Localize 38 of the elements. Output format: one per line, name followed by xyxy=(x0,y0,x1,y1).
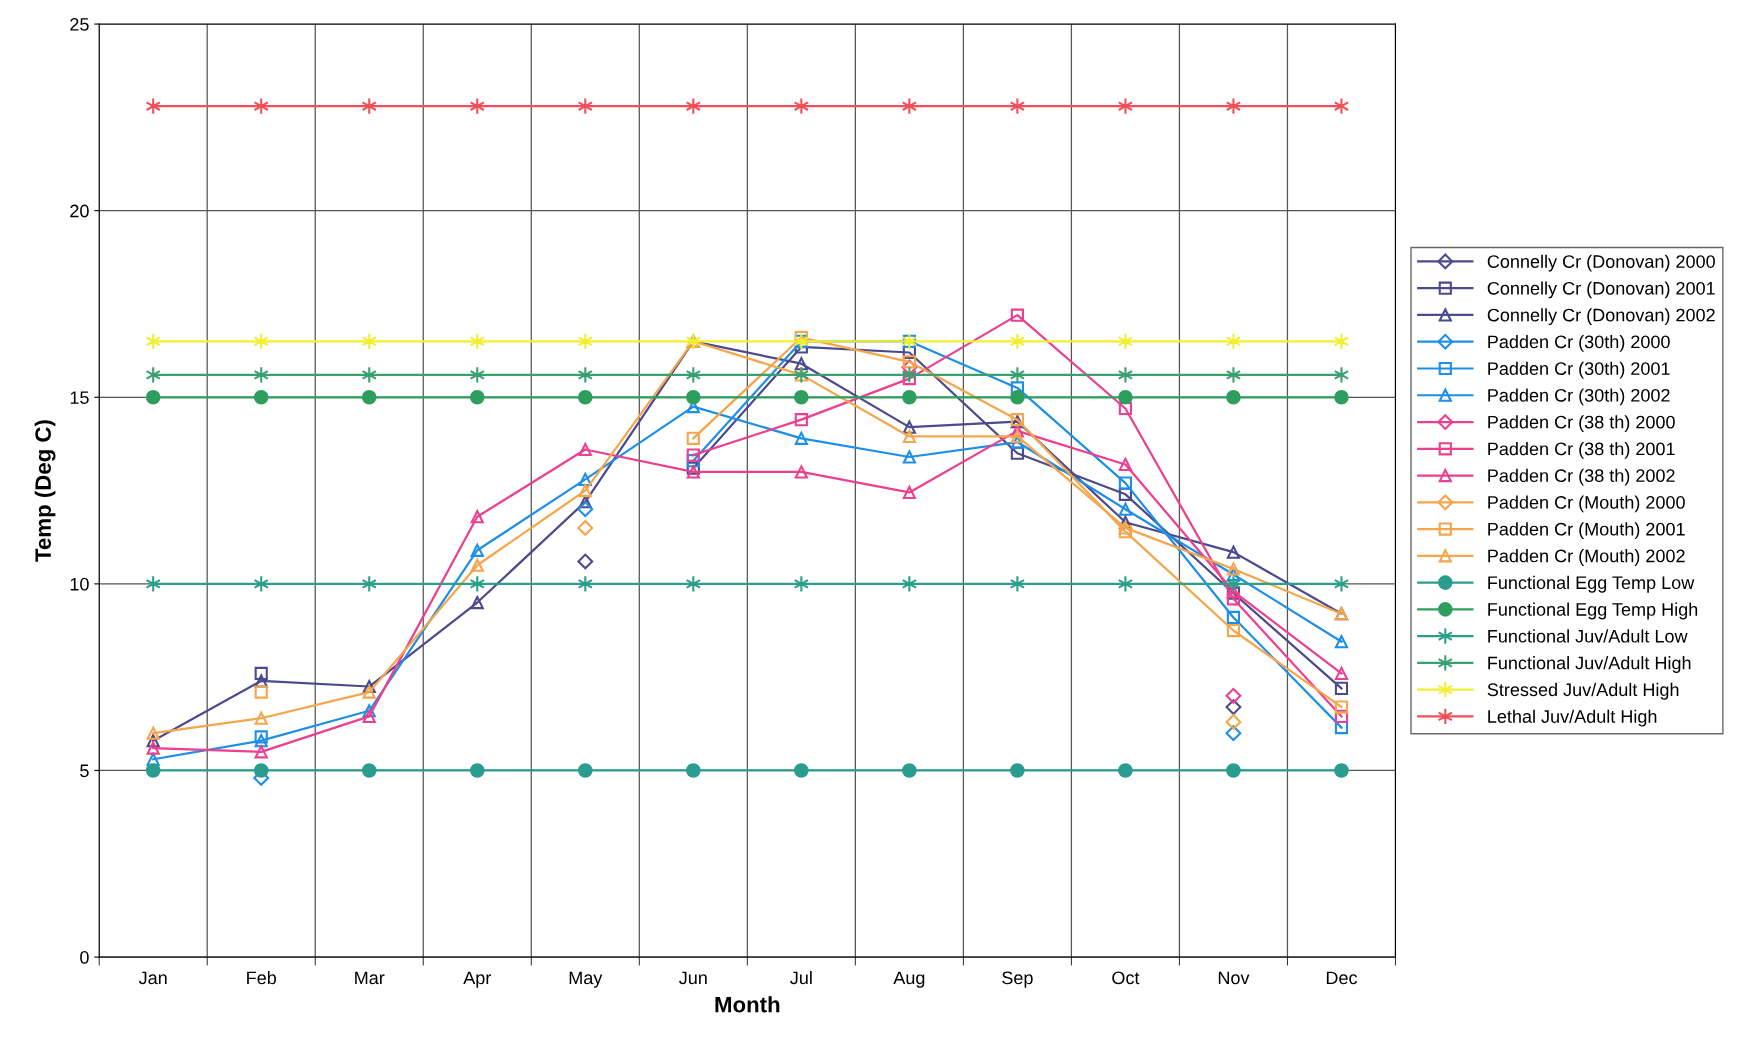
x-axis-title: Month xyxy=(715,996,780,1013)
legend-label: Functional Juv/Adult Low xyxy=(1488,629,1688,643)
x-tick-label: May xyxy=(569,971,603,988)
y-axis-title: Temp (Deg C) xyxy=(34,420,56,562)
legend-label: Padden Cr (Mouth) 2001 xyxy=(1488,522,1685,540)
legend-label: Padden Cr (38 th) 2001 xyxy=(1488,442,1675,459)
y-tick-label: 0 xyxy=(80,951,89,964)
legend-label: Connelly Cr (Donovan) 2000 xyxy=(1487,254,1715,272)
y-tick-label: 10 xyxy=(70,577,89,591)
x-tick-label: Oct xyxy=(1112,971,1140,985)
x-tick-label: Aug xyxy=(893,971,925,988)
legend-label: Functional Egg Temp High xyxy=(1488,602,1698,620)
y-tick-label: 25 xyxy=(70,17,89,31)
x-tick-label: Apr xyxy=(463,971,492,988)
legend-label: Lethal Juv/Adult High xyxy=(1488,709,1657,727)
x-tick-label: Sep xyxy=(1002,971,1033,988)
x-tick-label: Jun xyxy=(679,971,707,985)
legend-label: Padden Cr (38 th) 2000 xyxy=(1488,415,1675,433)
y-tick-label: 5 xyxy=(80,764,89,778)
x-tick-label: Jan xyxy=(138,971,167,985)
legend-label: Padden Cr (Mouth) 2002 xyxy=(1488,549,1685,566)
legend-label: Connelly Cr (Donovan) 2002 xyxy=(1487,308,1715,326)
y-tick-label: 15 xyxy=(70,391,89,404)
y-tick-label: 20 xyxy=(70,204,89,218)
legend-label: Functional Juv/Adult High xyxy=(1488,656,1691,673)
x-tick-label: Dec xyxy=(1326,971,1358,985)
legend-label: Padden Cr (30th) 2002 xyxy=(1488,388,1670,406)
legend-label: Padden Cr (30th) 2000 xyxy=(1488,334,1670,352)
legend-label: Functional Egg Temp Low xyxy=(1488,575,1695,593)
x-tick-label: Mar xyxy=(355,971,385,985)
legend-label: Padden Cr (Mouth) 2000 xyxy=(1488,495,1685,513)
x-tick-label: Jul xyxy=(790,970,812,985)
x-tick-label: Feb xyxy=(247,970,277,985)
legend-label: Stressed Juv/Adult High xyxy=(1487,682,1679,700)
legend-label: Padden Cr (30th) 2001 xyxy=(1488,361,1670,379)
x-tick-label: Nov xyxy=(1218,971,1250,985)
legend-label: Padden Cr (38 th) 2002 xyxy=(1488,468,1675,486)
legend-label: Connelly Cr (Donovan) 2001 xyxy=(1487,281,1715,299)
